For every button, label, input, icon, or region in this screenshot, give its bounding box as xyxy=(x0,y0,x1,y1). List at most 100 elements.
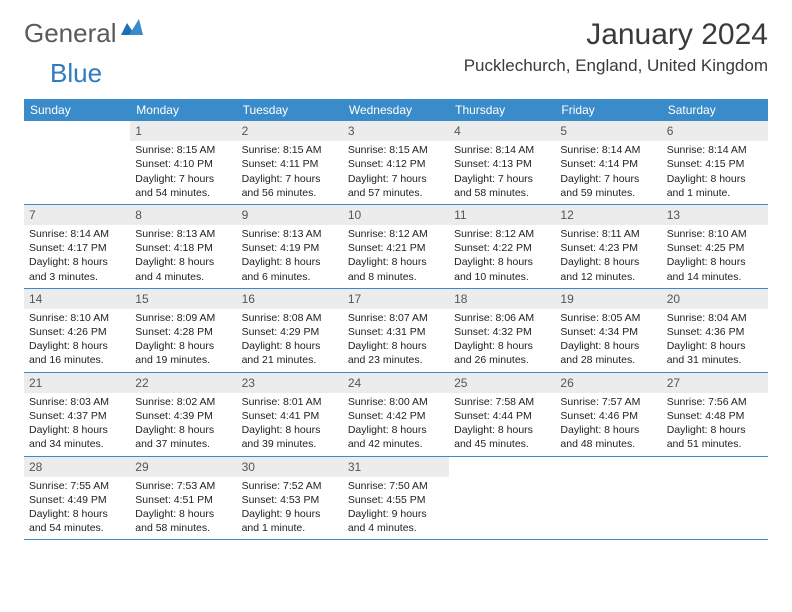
sunset-text: Sunset: 4:36 PM xyxy=(667,325,763,339)
daylight-text: Daylight: 8 hours and 3 minutes. xyxy=(29,255,125,283)
sunrise-text: Sunrise: 8:07 AM xyxy=(348,311,444,325)
sunrise-text: Sunrise: 8:01 AM xyxy=(242,395,338,409)
sunset-text: Sunset: 4:22 PM xyxy=(454,241,550,255)
sunset-text: Sunset: 4:17 PM xyxy=(29,241,125,255)
sunset-text: Sunset: 4:37 PM xyxy=(29,409,125,423)
day-cell: . xyxy=(662,457,768,540)
day-number: 21 xyxy=(24,373,130,393)
sunrise-text: Sunrise: 8:03 AM xyxy=(29,395,125,409)
day-number: 2 xyxy=(237,121,343,141)
month-title: January 2024 xyxy=(464,18,768,52)
day-cell: 7Sunrise: 8:14 AMSunset: 4:17 PMDaylight… xyxy=(24,205,130,288)
day-body: Sunrise: 8:04 AMSunset: 4:36 PMDaylight:… xyxy=(662,309,768,372)
day-body: Sunrise: 8:14 AMSunset: 4:15 PMDaylight:… xyxy=(662,141,768,204)
day-cell: 1Sunrise: 8:15 AMSunset: 4:10 PMDaylight… xyxy=(130,121,236,204)
sunset-text: Sunset: 4:46 PM xyxy=(560,409,656,423)
sunrise-text: Sunrise: 8:11 AM xyxy=(560,227,656,241)
day-cell: 16Sunrise: 8:08 AMSunset: 4:29 PMDayligh… xyxy=(237,289,343,372)
daylight-text: Daylight: 8 hours and 23 minutes. xyxy=(348,339,444,367)
daylight-text: Daylight: 8 hours and 1 minute. xyxy=(667,172,763,200)
day-cell: 21Sunrise: 8:03 AMSunset: 4:37 PMDayligh… xyxy=(24,373,130,456)
logo-word2: Blue xyxy=(50,58,102,88)
day-body: Sunrise: 8:01 AMSunset: 4:41 PMDaylight:… xyxy=(237,393,343,456)
day-body: Sunrise: 8:15 AMSunset: 4:10 PMDaylight:… xyxy=(130,141,236,204)
day-body: Sunrise: 8:13 AMSunset: 4:18 PMDaylight:… xyxy=(130,225,236,288)
sunset-text: Sunset: 4:48 PM xyxy=(667,409,763,423)
sunrise-text: Sunrise: 8:13 AM xyxy=(242,227,338,241)
day-cell: 12Sunrise: 8:11 AMSunset: 4:23 PMDayligh… xyxy=(555,205,661,288)
day-number: 27 xyxy=(662,373,768,393)
sunrise-text: Sunrise: 8:12 AM xyxy=(348,227,444,241)
day-number: 10 xyxy=(343,205,449,225)
daylight-text: Daylight: 8 hours and 39 minutes. xyxy=(242,423,338,451)
sunrise-text: Sunrise: 8:10 AM xyxy=(667,227,763,241)
daylight-text: Daylight: 8 hours and 12 minutes. xyxy=(560,255,656,283)
day-number: 14 xyxy=(24,289,130,309)
day-number: 18 xyxy=(449,289,555,309)
daylight-text: Daylight: 7 hours and 59 minutes. xyxy=(560,172,656,200)
day-body: Sunrise: 8:08 AMSunset: 4:29 PMDaylight:… xyxy=(237,309,343,372)
day-body: Sunrise: 8:03 AMSunset: 4:37 PMDaylight:… xyxy=(24,393,130,456)
day-number: 4 xyxy=(449,121,555,141)
day-body: Sunrise: 8:09 AMSunset: 4:28 PMDaylight:… xyxy=(130,309,236,372)
daylight-text: Daylight: 8 hours and 6 minutes. xyxy=(242,255,338,283)
sunrise-text: Sunrise: 7:56 AM xyxy=(667,395,763,409)
day-number: 26 xyxy=(555,373,661,393)
sunset-text: Sunset: 4:21 PM xyxy=(348,241,444,255)
sunrise-text: Sunrise: 8:14 AM xyxy=(560,143,656,157)
sunrise-text: Sunrise: 8:08 AM xyxy=(242,311,338,325)
day-cell: 13Sunrise: 8:10 AMSunset: 4:25 PMDayligh… xyxy=(662,205,768,288)
sunrise-text: Sunrise: 8:14 AM xyxy=(667,143,763,157)
daylight-text: Daylight: 8 hours and 34 minutes. xyxy=(29,423,125,451)
day-cell: 4Sunrise: 8:14 AMSunset: 4:13 PMDaylight… xyxy=(449,121,555,204)
day-cell: 31Sunrise: 7:50 AMSunset: 4:55 PMDayligh… xyxy=(343,457,449,540)
sunrise-text: Sunrise: 8:10 AM xyxy=(29,311,125,325)
day-number: 31 xyxy=(343,457,449,477)
sunset-text: Sunset: 4:13 PM xyxy=(454,157,550,171)
daylight-text: Daylight: 7 hours and 57 minutes. xyxy=(348,172,444,200)
sunset-text: Sunset: 4:11 PM xyxy=(242,157,338,171)
day-number: 5 xyxy=(555,121,661,141)
sunset-text: Sunset: 4:23 PM xyxy=(560,241,656,255)
day-body: Sunrise: 8:12 AMSunset: 4:21 PMDaylight:… xyxy=(343,225,449,288)
sunrise-text: Sunrise: 8:14 AM xyxy=(29,227,125,241)
sunset-text: Sunset: 4:51 PM xyxy=(135,493,231,507)
day-cell: 30Sunrise: 7:52 AMSunset: 4:53 PMDayligh… xyxy=(237,457,343,540)
weekday-header-row: SundayMondayTuesdayWednesdayThursdayFrid… xyxy=(24,99,768,121)
day-body: Sunrise: 8:07 AMSunset: 4:31 PMDaylight:… xyxy=(343,309,449,372)
sunrise-text: Sunrise: 8:05 AM xyxy=(560,311,656,325)
sunset-text: Sunset: 4:49 PM xyxy=(29,493,125,507)
day-number: 23 xyxy=(237,373,343,393)
day-number: 15 xyxy=(130,289,236,309)
day-body: Sunrise: 8:05 AMSunset: 4:34 PMDaylight:… xyxy=(555,309,661,372)
logo: General xyxy=(24,18,145,49)
weekday-header: Saturday xyxy=(662,99,768,121)
sunset-text: Sunset: 4:26 PM xyxy=(29,325,125,339)
day-body: Sunrise: 7:55 AMSunset: 4:49 PMDaylight:… xyxy=(24,477,130,540)
day-number: 1 xyxy=(130,121,236,141)
day-body: Sunrise: 8:15 AMSunset: 4:12 PMDaylight:… xyxy=(343,141,449,204)
day-number: 28 xyxy=(24,457,130,477)
day-cell: 28Sunrise: 7:55 AMSunset: 4:49 PMDayligh… xyxy=(24,457,130,540)
calendar-grid: SundayMondayTuesdayWednesdayThursdayFrid… xyxy=(24,99,768,540)
day-number: 11 xyxy=(449,205,555,225)
day-body: Sunrise: 8:14 AMSunset: 4:13 PMDaylight:… xyxy=(449,141,555,204)
sunrise-text: Sunrise: 8:04 AM xyxy=(667,311,763,325)
sunset-text: Sunset: 4:55 PM xyxy=(348,493,444,507)
day-body: Sunrise: 7:56 AMSunset: 4:48 PMDaylight:… xyxy=(662,393,768,456)
daylight-text: Daylight: 8 hours and 10 minutes. xyxy=(454,255,550,283)
day-number: 3 xyxy=(343,121,449,141)
sunrise-text: Sunrise: 7:58 AM xyxy=(454,395,550,409)
sunset-text: Sunset: 4:34 PM xyxy=(560,325,656,339)
daylight-text: Daylight: 8 hours and 26 minutes. xyxy=(454,339,550,367)
week-row: 14 Sunrise: 8:10 AMSunset: 4:26 PM Dayligh… xyxy=(24,289,768,373)
sunset-text: Sunset: 4:39 PM xyxy=(135,409,231,423)
sunrise-text: Sunrise: 8:12 AM xyxy=(454,227,550,241)
day-cell: 6Sunrise: 8:14 AMSunset: 4:15 PMDaylight… xyxy=(662,121,768,204)
day-number: 8 xyxy=(130,205,236,225)
day-number: 19 xyxy=(555,289,661,309)
day-number: 25 xyxy=(449,373,555,393)
logo-word1: General xyxy=(24,18,117,49)
day-cell: 10Sunrise: 8:12 AMSunset: 4:21 PMDayligh… xyxy=(343,205,449,288)
day-cell: 26Sunrise: 7:57 AMSunset: 4:46 PMDayligh… xyxy=(555,373,661,456)
